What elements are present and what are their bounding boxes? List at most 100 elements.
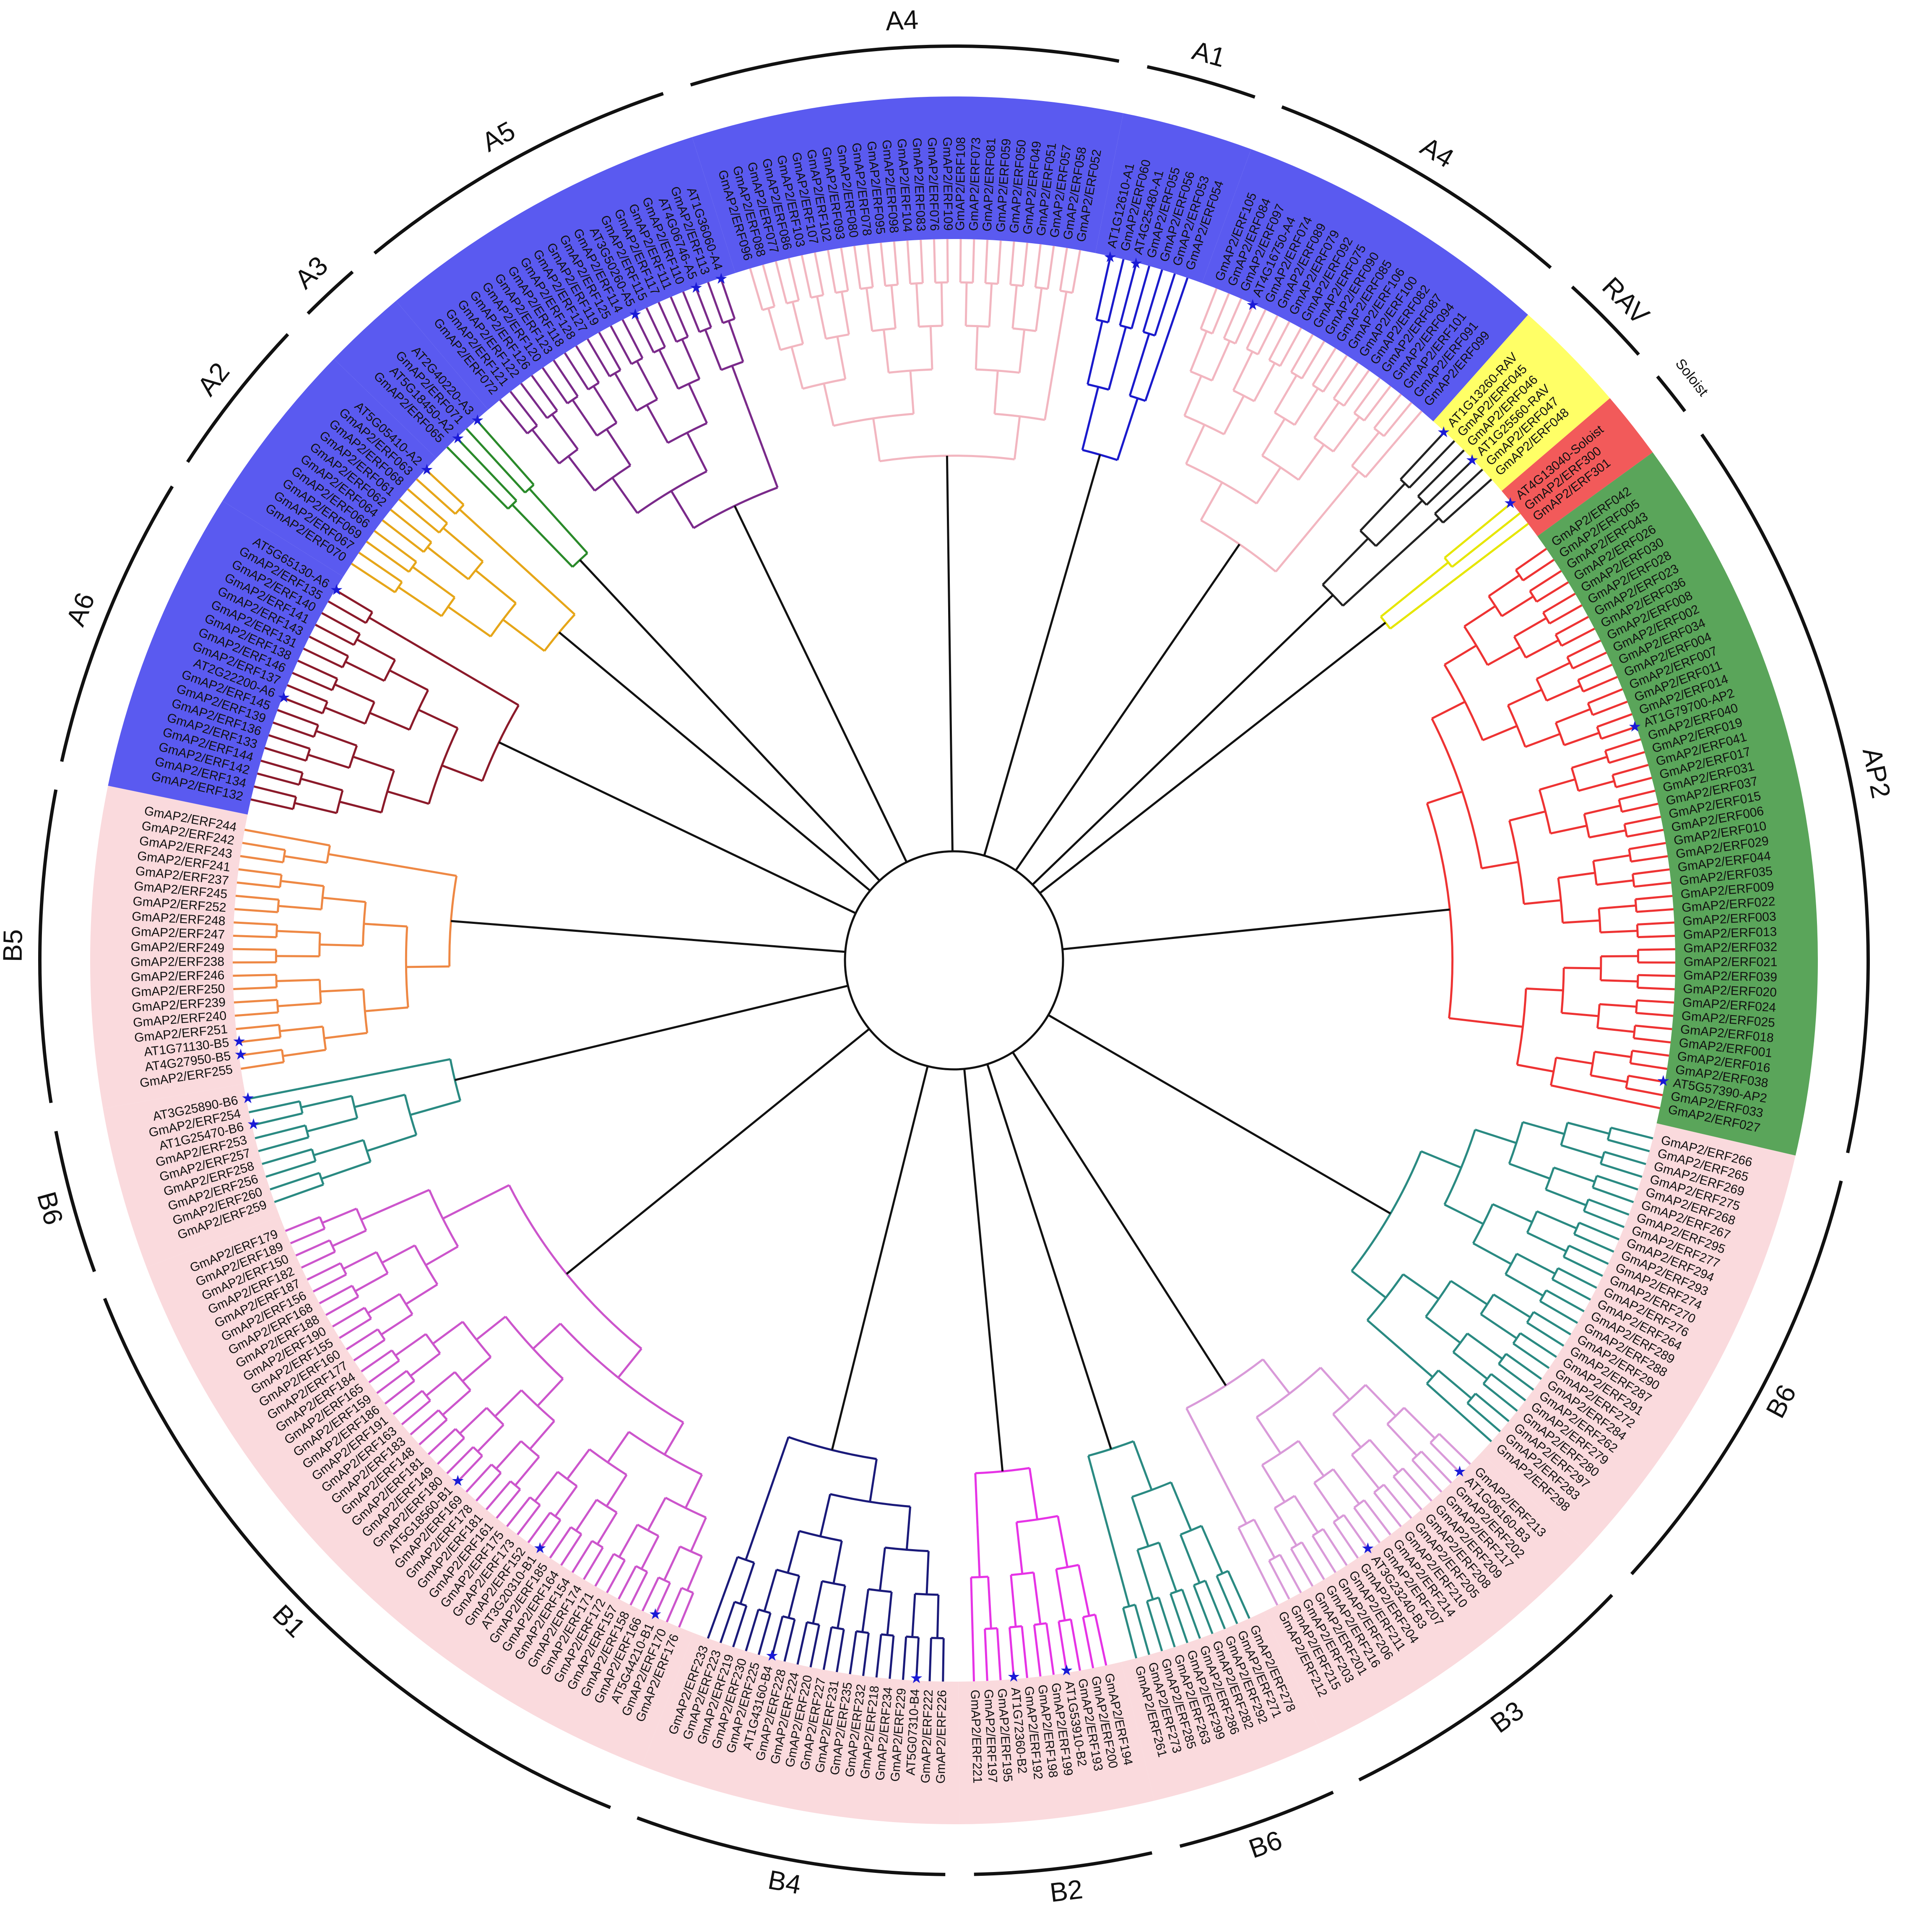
- branch: [328, 853, 372, 863]
- group-ring-arc: [54, 1131, 96, 1272]
- branch: [875, 1634, 882, 1678]
- branch-arc: [421, 1390, 432, 1402]
- branch: [475, 569, 517, 604]
- group-label: A6: [60, 588, 101, 630]
- backbone-branch: [498, 741, 856, 914]
- branch-arc: [868, 1588, 892, 1593]
- branch: [1638, 974, 1675, 977]
- branch-arc: [1434, 513, 1444, 524]
- branch: [611, 477, 638, 514]
- branch: [1343, 1514, 1370, 1551]
- branch-arc: [1497, 1353, 1507, 1365]
- branch-arc: [821, 1580, 845, 1587]
- branch: [759, 1477, 775, 1519]
- star-icon: ★: [1103, 249, 1117, 266]
- branch: [1561, 627, 1595, 647]
- branch: [1636, 1012, 1674, 1017]
- branch: [244, 829, 288, 839]
- branch: [1522, 559, 1554, 582]
- branch: [640, 1535, 660, 1570]
- branch-arc: [282, 850, 286, 863]
- branch: [682, 291, 701, 333]
- branch: [1526, 1232, 1567, 1253]
- branch: [1301, 1542, 1325, 1580]
- branch: [475, 1184, 510, 1203]
- backbone-branch: [1011, 1051, 1227, 1386]
- star-icon: ★: [451, 430, 465, 447]
- backbone-branch: [1062, 908, 1450, 950]
- branch: [694, 286, 712, 328]
- branch: [376, 1370, 408, 1394]
- branch: [410, 1100, 461, 1116]
- branch: [564, 352, 589, 390]
- branch: [1601, 955, 1638, 957]
- branch: [276, 930, 320, 934]
- branch-arc: [591, 1540, 603, 1549]
- star-icon: ★: [330, 582, 343, 599]
- branch: [502, 619, 545, 652]
- branch-arc: [594, 464, 631, 492]
- group-label: RAV: [1596, 271, 1655, 330]
- branch-arc: [1261, 1440, 1300, 1466]
- branch-arc: [292, 796, 297, 809]
- branch: [1343, 369, 1370, 407]
- branch: [587, 338, 611, 377]
- branch: [840, 291, 850, 335]
- branch: [319, 1285, 353, 1305]
- branch-arc: [1216, 1570, 1229, 1577]
- branch: [412, 566, 455, 598]
- branch-arc: [1393, 1467, 1404, 1477]
- branch-arc: [1360, 530, 1377, 547]
- group-label: A1: [1189, 35, 1229, 73]
- group-ring-arc: [103, 1298, 611, 1809]
- branch: [1169, 1593, 1188, 1643]
- branch: [719, 1601, 736, 1643]
- branch: [984, 1629, 988, 1681]
- branch: [763, 1569, 778, 1612]
- branch: [1632, 1050, 1669, 1057]
- branch: [993, 370, 999, 414]
- branch: [1257, 315, 1279, 355]
- branch-arc: [1526, 1211, 1538, 1233]
- root-arc: [844, 850, 1064, 1071]
- group-ring-arc: [974, 1851, 1153, 1876]
- branch: [1183, 375, 1203, 416]
- branch: [567, 455, 596, 491]
- branch: [297, 1078, 349, 1090]
- branch-arc: [449, 1059, 462, 1101]
- branch: [258, 1136, 309, 1152]
- branch: [594, 1553, 615, 1587]
- leaf-label: GmAP2/ERF076: [925, 137, 941, 231]
- branch: [1567, 1121, 1610, 1135]
- leaf-label: GmAP2/ERF032: [1684, 940, 1778, 955]
- branch: [704, 329, 723, 371]
- branch: [538, 1519, 561, 1551]
- branch-arc: [589, 1448, 627, 1476]
- branch: [1393, 410, 1423, 445]
- branch: [1342, 561, 1392, 607]
- branch: [909, 370, 915, 414]
- branch: [325, 706, 366, 725]
- branch: [1420, 1451, 1452, 1484]
- branch: [925, 1551, 930, 1595]
- branch-arc: [438, 522, 448, 533]
- branch: [788, 258, 800, 301]
- branch: [1635, 1025, 1672, 1030]
- branch-arc: [1596, 726, 1602, 739]
- backbone-branch: [831, 1066, 929, 1451]
- branch: [368, 616, 407, 641]
- branch: [791, 302, 804, 344]
- star-icon: ★: [232, 1033, 246, 1050]
- branch-arc: [1632, 1025, 1636, 1038]
- branch: [1181, 1589, 1201, 1639]
- branch: [1057, 1516, 1068, 1568]
- branch: [959, 239, 962, 283]
- branch: [1638, 935, 1675, 939]
- branch-arc: [693, 486, 778, 529]
- branch: [617, 1348, 642, 1378]
- branch: [739, 1562, 755, 1604]
- branch: [861, 1589, 870, 1633]
- branch: [531, 375, 558, 411]
- branch-arc: [1583, 814, 1591, 838]
- branch: [1312, 348, 1337, 386]
